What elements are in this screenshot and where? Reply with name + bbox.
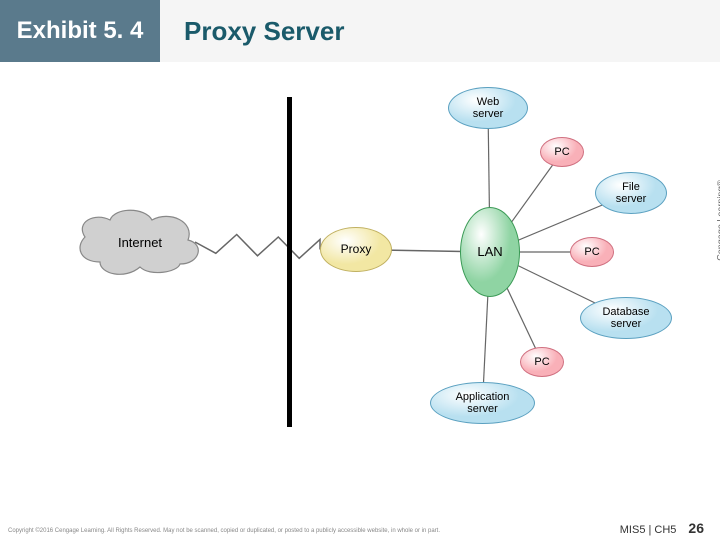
node-fileserver: Fileserver [595,172,667,214]
node-pc1: PC [540,137,584,167]
node-label-webserver: Webserver [473,96,504,120]
copyright-text: Copyright ©2016 Cengage Learning. All Ri… [8,528,528,534]
node-pc2: PC [570,237,614,267]
node-pc3: PC [520,347,564,377]
node-webserver: Webserver [448,87,528,129]
brand-watermark: Cengage Learning® [716,180,720,261]
node-internet: Internet [70,202,210,282]
node-label-appserver: Applicationserver [456,391,510,415]
chapter-label: MIS5 | CH5 [620,524,677,536]
firewall-bar [287,97,292,427]
exhibit-label: Exhibit 5. 4 [17,17,144,45]
node-label-internet: Internet [70,202,210,282]
edge-zigzag [195,235,320,259]
node-label-fileserver: Fileserver [616,181,647,205]
network-diagram: Internet Proxy LAN Webserver PC Fileserver PC D… [0,62,720,482]
node-dbserver: Databaseserver [580,297,672,339]
page-title: Proxy Server [184,16,344,47]
footer-right: MIS5 | CH5 26 [620,520,704,536]
node-appserver: Applicationserver [430,382,535,424]
node-label-pc2: PC [584,246,599,258]
node-lan: LAN [460,207,520,297]
node-label-pc3: PC [534,356,549,368]
node-label-lan: LAN [477,245,502,259]
exhibit-number-box: Exhibit 5. 4 [0,0,160,62]
node-label-proxy: Proxy [341,243,372,256]
header-bar: Exhibit 5. 4 Proxy Server [0,0,720,62]
node-label-pc1: PC [554,146,569,158]
node-label-dbserver: Databaseserver [602,306,649,330]
node-proxy: Proxy [320,227,392,272]
page-number: 26 [688,520,704,536]
